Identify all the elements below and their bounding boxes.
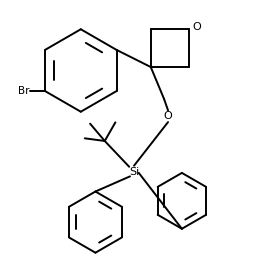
Text: O: O — [192, 22, 201, 32]
Text: Br: Br — [18, 86, 29, 96]
Text: O: O — [164, 111, 172, 121]
Text: Si: Si — [129, 167, 139, 177]
